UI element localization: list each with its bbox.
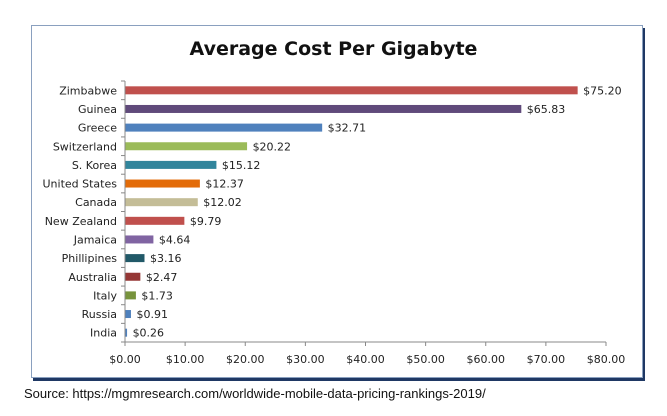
- category-label: S. Korea: [72, 159, 117, 172]
- bar: [125, 291, 136, 300]
- x-tick-label: $50.00: [406, 353, 445, 366]
- x-tick-label: $40.00: [346, 353, 385, 366]
- data-label: $75.20: [583, 84, 622, 97]
- bar: [125, 272, 141, 281]
- bar: [125, 235, 154, 244]
- bar: [125, 142, 248, 151]
- category-label: Zimbabwe: [59, 84, 117, 97]
- data-label: $65.83: [527, 103, 566, 116]
- category-label: Canada: [75, 196, 117, 209]
- x-tick-label: $70.00: [527, 353, 566, 366]
- data-label: $1.73: [141, 289, 173, 302]
- data-label: $3.16: [150, 252, 182, 265]
- x-tick-label: $30.00: [286, 353, 325, 366]
- category-label: Greece: [78, 122, 117, 135]
- data-label: $0.91: [136, 308, 168, 321]
- data-label: $4.64: [159, 233, 191, 246]
- x-tick-label: $60.00: [467, 353, 506, 366]
- bar: [125, 160, 217, 169]
- x-tick-label: $10.00: [166, 353, 205, 366]
- data-label: $32.71: [328, 122, 367, 135]
- data-label: $12.02: [203, 196, 242, 209]
- data-label: $15.12: [222, 159, 261, 172]
- bar: [125, 104, 522, 113]
- category-label: Russia: [82, 308, 117, 321]
- bar: [125, 179, 200, 188]
- bar: [125, 198, 198, 207]
- chart-title: Average Cost Per Gigabyte: [189, 38, 478, 60]
- bar: [125, 123, 323, 132]
- category-label: Italy: [93, 289, 117, 302]
- category-label: India: [90, 327, 117, 340]
- source-note: Source: https://mgmresearch.com/worldwid…: [24, 386, 486, 401]
- category-label: United States: [43, 178, 118, 191]
- bar: [125, 328, 128, 337]
- category-label: Phillipines: [62, 252, 118, 265]
- category-label: New Zealand: [45, 215, 117, 228]
- bar: [125, 86, 578, 95]
- data-label: $2.47: [146, 271, 178, 284]
- bar: [125, 310, 131, 319]
- category-label: Australia: [68, 271, 117, 284]
- data-label: $20.22: [253, 140, 292, 153]
- data-label: $12.37: [205, 178, 244, 191]
- category-label: Guinea: [78, 103, 117, 116]
- bar: [125, 254, 145, 263]
- data-label: $9.79: [190, 215, 222, 228]
- category-label: Switzerland: [53, 140, 117, 153]
- x-tick-label: $0.00: [109, 353, 141, 366]
- category-label: Jamaica: [73, 233, 117, 246]
- data-label: $0.26: [133, 327, 165, 340]
- x-tick-label: $20.00: [226, 353, 265, 366]
- bar: [125, 216, 185, 225]
- x-tick-label: $80.00: [587, 353, 626, 366]
